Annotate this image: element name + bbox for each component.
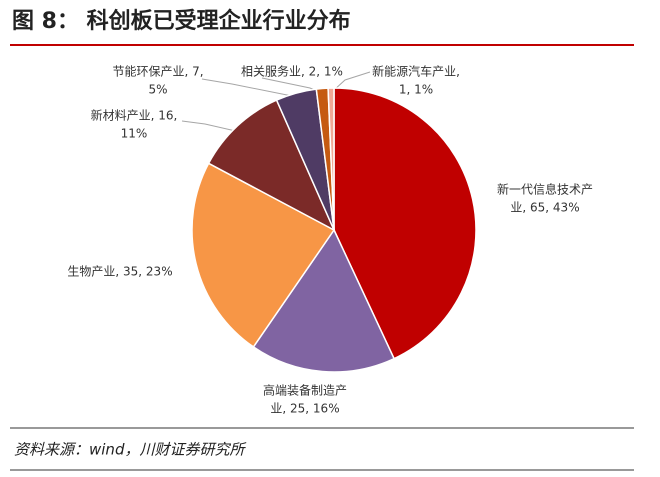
chart-title: 图 8： 科创板已受理企业行业分布: [12, 8, 351, 34]
pie-slice: [191, 162, 336, 348]
data-label: 业, 65, 43%: [510, 201, 579, 215]
data-label: 业, 25, 16%: [270, 402, 339, 416]
leader-line: [181, 120, 241, 133]
pie-slice: [252, 228, 396, 373]
pie-slice: [327, 87, 335, 231]
data-label: 5%: [148, 83, 167, 97]
data-label: 新能源汽车产业,: [372, 64, 460, 79]
data-label: 相关服务业, 2, 1%: [241, 64, 343, 79]
data-label: 新材料产业, 16,: [91, 108, 178, 123]
data-label: 11%: [121, 127, 148, 141]
pie-slice: [207, 99, 336, 232]
pie-slice: [333, 87, 477, 360]
data-label: 1, 1%: [399, 83, 433, 97]
data-label: 节能环保产业, 7,: [112, 65, 203, 79]
leader-line: [201, 78, 303, 99]
data-label: 高端装备制造产: [263, 383, 347, 398]
data-label: 新一代信息技术产: [497, 182, 593, 197]
source: 资料来源：wind，川财证券研究所: [14, 441, 246, 459]
data-label: 生物产业, 35, 23%: [67, 265, 172, 279]
